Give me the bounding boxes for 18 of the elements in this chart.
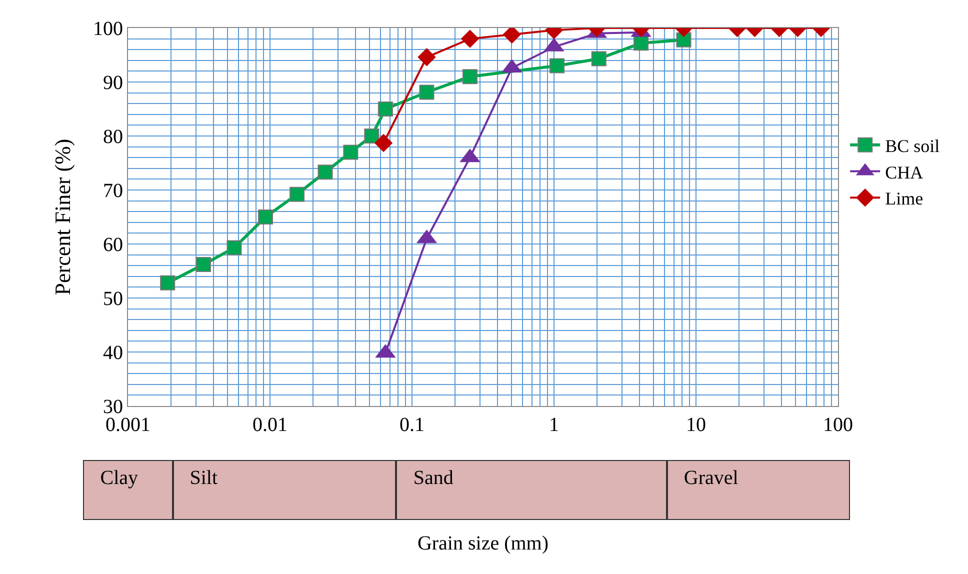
legend-label: Lime [885, 188, 924, 209]
x-tick-label: 0.01 [252, 414, 288, 436]
x-tick-label: 100 [823, 414, 853, 436]
y-tick-label: 50 [103, 288, 123, 310]
legend-label: CHA [885, 162, 924, 182]
legend-label: BC soil [885, 136, 940, 156]
y-tick-label: 60 [103, 234, 123, 256]
soil-class-strip: Clay Silt Sand Gravel [83, 460, 850, 522]
y-tick-label: 70 [103, 180, 123, 202]
y-tick-label: 80 [103, 126, 123, 148]
y-axis-title: Percent Finer (%) [50, 138, 75, 296]
y-tick-label: 100 [93, 18, 123, 40]
x-axis-title: Grain size (mm) [417, 532, 549, 554]
x-tick-label: 10 [686, 414, 706, 436]
y-tick-label: 40 [103, 342, 123, 364]
y-tick-label: 90 [103, 72, 123, 94]
x-tick-label: 0.1 [400, 414, 424, 436]
x-tick-label: 1 [549, 414, 559, 436]
